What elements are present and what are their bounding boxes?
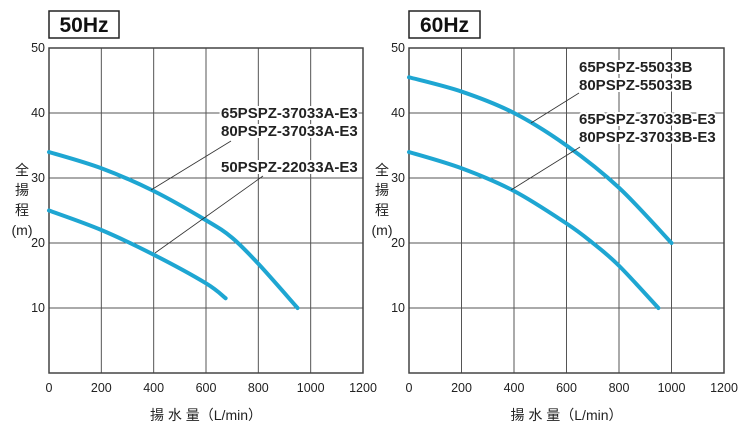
- x-tick-label: 400: [504, 381, 525, 395]
- y-axis-label: 揚: [375, 182, 389, 198]
- x-tick-label: 600: [556, 381, 577, 395]
- y-tick-label: 20: [391, 236, 405, 250]
- series-label: 80PSPZ-55033B: [579, 77, 693, 94]
- x-tick-label: 0: [46, 381, 53, 395]
- x-tick-label: 200: [91, 381, 112, 395]
- series-label: 80PSPZ-37033B-E3: [579, 129, 716, 146]
- x-tick-label: 1200: [710, 381, 738, 395]
- frequency-title: 50Hz: [59, 14, 108, 37]
- x-tick-label: 1000: [297, 381, 325, 395]
- y-tick-label: 40: [391, 106, 405, 120]
- pump-curve-0: [47, 150, 300, 310]
- y-tick-label: 30: [31, 171, 45, 185]
- series-label: 80PSPZ-37033A-E3: [221, 123, 358, 140]
- frequency-title-box: [408, 10, 481, 39]
- series-label: 65PSPZ-37033B-E3: [579, 111, 716, 128]
- y-tick-label: 10: [391, 301, 405, 315]
- y-tick-label: 50: [391, 41, 405, 55]
- x-tick-label: 200: [451, 381, 472, 395]
- x-tick-label: 1000: [658, 381, 686, 395]
- y-tick-label: 10: [31, 301, 45, 315]
- frequency-title: 60Hz: [420, 14, 469, 37]
- x-tick-label: 800: [248, 381, 269, 395]
- series-label: 65PSPZ-55033B: [579, 59, 693, 76]
- x-tick-label: 400: [143, 381, 164, 395]
- pump-curve-0: [407, 75, 674, 245]
- series-label: 50PSPZ-22033A-E3: [221, 159, 358, 176]
- y-axis-label: 程: [15, 202, 29, 218]
- y-axis-label: 全: [375, 162, 389, 178]
- y-axis-label: 程: [375, 202, 389, 218]
- x-axis-label: 揚 水 量（L/min）: [510, 407, 622, 423]
- pump-curve-1: [407, 150, 661, 310]
- frequency-title-box: [48, 10, 120, 39]
- x-tick-label: 600: [196, 381, 217, 395]
- leader-line: [154, 175, 264, 254]
- pump-curve-1: [47, 208, 228, 301]
- x-axis-label: 揚 水 量（L/min）: [150, 407, 262, 423]
- x-tick-label: 1200: [349, 381, 377, 395]
- y-axis-label: (m): [372, 222, 393, 238]
- leader-line: [530, 92, 580, 124]
- y-tick-label: 20: [31, 236, 45, 250]
- x-tick-label: 0: [406, 381, 413, 395]
- y-axis-label: (m): [12, 222, 33, 238]
- leader-line: [510, 146, 581, 191]
- x-tick-label: 800: [609, 381, 630, 395]
- y-axis-label: 全: [15, 162, 29, 178]
- y-tick-label: 30: [391, 171, 405, 185]
- series-label: 65PSPZ-37033A-E3: [221, 105, 358, 122]
- y-tick-label: 40: [31, 106, 45, 120]
- plot-frame: [408, 47, 725, 374]
- leader-line: [150, 140, 232, 191]
- y-tick-label: 50: [31, 41, 45, 55]
- y-axis-label: 揚: [15, 182, 29, 198]
